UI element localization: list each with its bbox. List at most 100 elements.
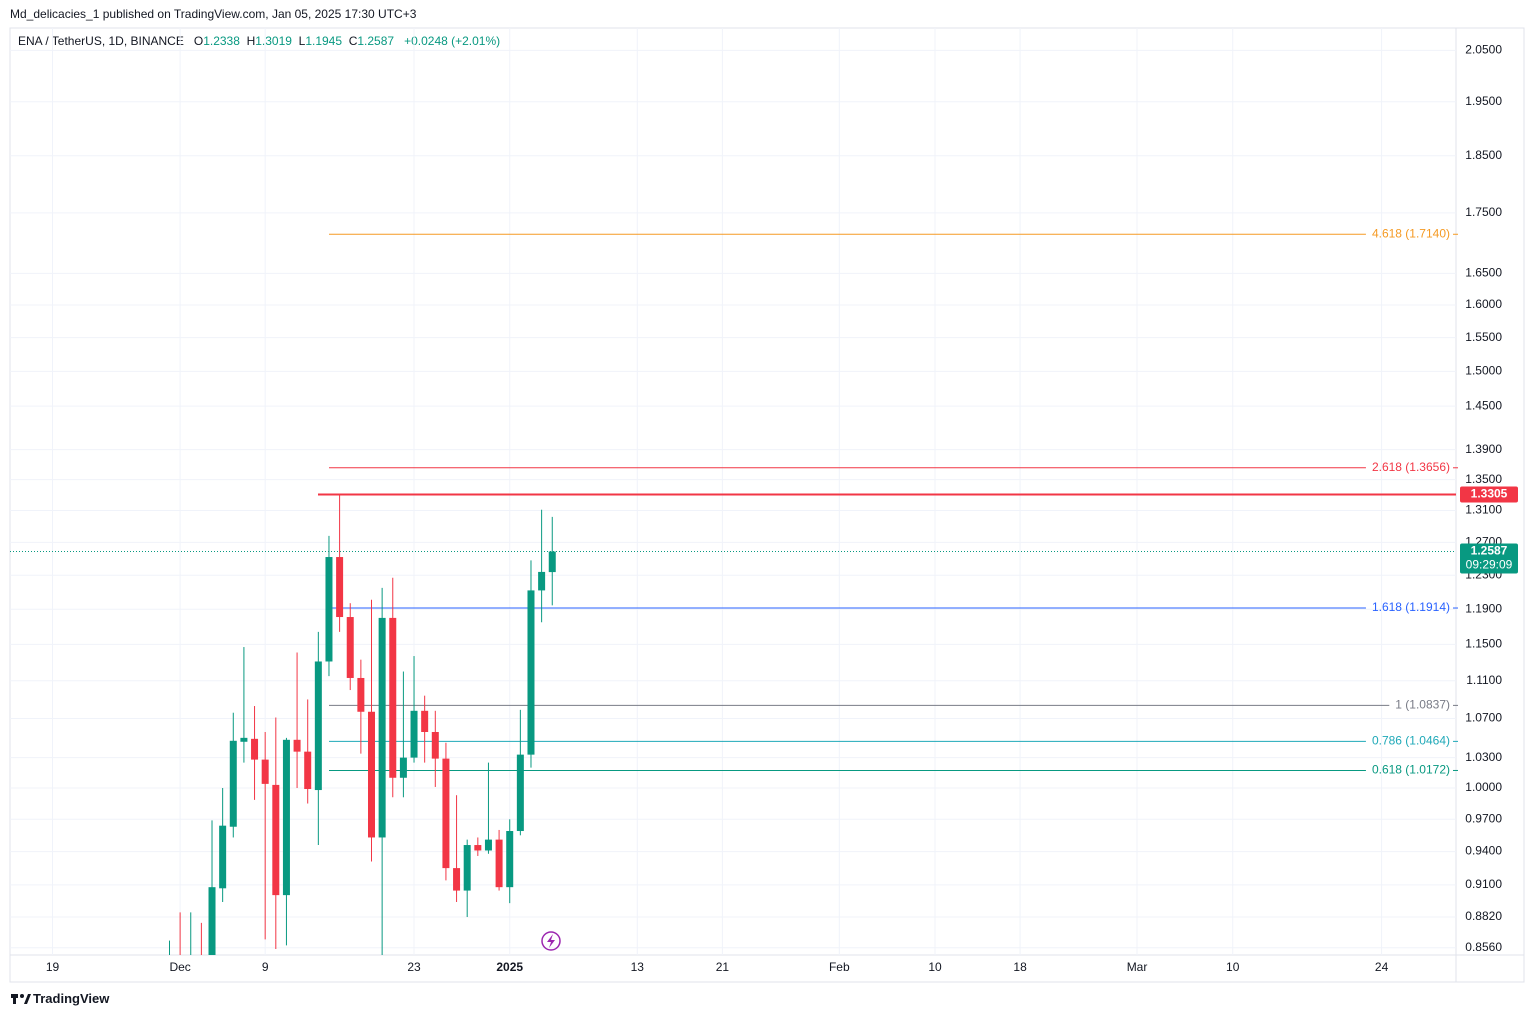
y-tick-label: 1.1500 — [1465, 637, 1502, 651]
y-tick-label: 1.5500 — [1465, 330, 1502, 344]
candle-body — [336, 557, 344, 618]
candle-body — [251, 738, 259, 760]
footer-brand: TradingView — [33, 991, 110, 1006]
ohlc-value: 1.2587 — [357, 34, 395, 48]
y-tick-label: 1.3100 — [1465, 503, 1502, 517]
candle-body — [495, 839, 503, 888]
ohlc-value: 1.1945 — [305, 34, 343, 48]
x-tick-label: 10 — [928, 960, 942, 974]
change: +0.0248 (+2.01%) — [404, 34, 501, 48]
y-tick-label: 0.8560 — [1465, 940, 1502, 954]
candle-body — [463, 845, 471, 891]
candle-body — [368, 711, 375, 838]
ohlc-label: O — [193, 34, 204, 48]
chart-frame — [9, 27, 1525, 983]
y-tick-label: 1.1100 — [1466, 673, 1502, 687]
candle-body — [421, 710, 429, 732]
ohlc-legend: O1.2338 H1.3019 L1.1945 C1.2587 — [194, 34, 401, 48]
y-tick-label: 1.6500 — [1465, 266, 1502, 280]
candle-body — [282, 739, 290, 896]
plot-area — [10, 233, 1456, 979]
y-tick-label: 0.9700 — [1465, 811, 1502, 825]
candle-body — [389, 617, 397, 778]
candle-body — [229, 740, 237, 827]
y-tick-label: 0.9100 — [1465, 877, 1502, 891]
y-tick-label: 1.8500 — [1465, 148, 1502, 162]
x-tick-label: 23 — [407, 960, 421, 974]
x-tick-label: 2025 — [496, 960, 523, 974]
candle-body — [538, 571, 546, 591]
x-tick-label: Dec — [169, 960, 190, 974]
symbol-header: ENA / TetherUS, 1D, BINANCE O1.2338 H1.3… — [18, 34, 500, 48]
y-tick-label: 1.6000 — [1465, 297, 1502, 311]
x-tick-label: 24 — [1375, 960, 1389, 974]
y-tick-label: 1.1900 — [1465, 601, 1502, 615]
ohlc-label: L — [298, 34, 306, 48]
candle-body — [272, 784, 280, 896]
candle-body — [399, 757, 407, 778]
candle-body — [410, 710, 418, 758]
y-tick-label: 1.4500 — [1465, 398, 1502, 412]
ohlc-value: 1.2338 — [203, 34, 240, 48]
event-icon-bolt — [547, 934, 555, 948]
level-label: 0.618 (1.0172) — [1372, 763, 1450, 777]
countdown: 09:29:09 — [1466, 558, 1513, 572]
candle-body — [219, 825, 227, 889]
y-tick-label: 1.7500 — [1465, 205, 1502, 219]
last-price-tag — [1460, 543, 1518, 574]
candle-body — [453, 868, 461, 891]
ohlc-label: C — [348, 34, 358, 48]
candle-body — [431, 731, 439, 759]
last-price-label: 1.2587 — [1471, 544, 1508, 558]
y-tick-label: 1.3500 — [1465, 472, 1502, 486]
x-tick-label: 13 — [631, 960, 645, 974]
level-label: 1 (1.0837) — [1395, 698, 1450, 712]
candle-body — [516, 754, 524, 832]
x-tick-label: 18 — [1013, 960, 1027, 974]
x-tick-label: 9 — [262, 960, 269, 974]
candle-body — [208, 887, 216, 955]
price-line-tag — [1460, 486, 1518, 503]
candle-body — [346, 617, 354, 678]
candle-body — [198, 955, 205, 979]
y-tick-label: 0.9400 — [1465, 844, 1502, 858]
candle-body — [442, 758, 450, 869]
candle-body — [261, 759, 269, 784]
tradingview-logo — [11, 994, 31, 1004]
candle-body — [527, 590, 535, 755]
candle-body — [506, 831, 514, 888]
candle-body — [314, 661, 322, 791]
y-tick-label: 1.5000 — [1465, 363, 1502, 377]
event-icon[interactable] — [541, 931, 561, 951]
y-tick-label: 2.0500 — [1465, 42, 1502, 56]
ohlc-value: 1.3019 — [255, 34, 292, 48]
y-tick-label: 1.0300 — [1465, 750, 1502, 764]
y-tick-label: 1.9500 — [1465, 94, 1502, 108]
x-tick-label: 10 — [1226, 960, 1240, 974]
candle-body — [474, 845, 482, 851]
x-tick-label: 19 — [46, 960, 60, 974]
grid — [10, 28, 1456, 955]
candle-body — [325, 557, 333, 662]
axes: 2.0500 1.9500 1.8500 1.7500 1.6500 1.6000 1.55… — [46, 42, 1518, 974]
publisher-line: Md_delicacies_1 published on TradingView… — [10, 7, 417, 21]
x-tick-label: 21 — [716, 960, 730, 974]
price-line-label: 1.3305 — [1471, 487, 1508, 501]
candle-body — [548, 551, 556, 573]
ohlc-label: H — [246, 34, 256, 48]
level-label: 1.618 (1.1914) — [1372, 600, 1450, 614]
x-tick-label: Feb — [829, 960, 850, 974]
symbol-title: ENA / TetherUS, 1D, BINANCE — [18, 34, 184, 48]
candle-body — [304, 751, 312, 790]
y-tick-label: 1.3900 — [1465, 442, 1502, 456]
candle-body — [378, 617, 386, 838]
level-label: 4.618 (1.7140) — [1372, 226, 1450, 240]
y-tick-label: 0.8820 — [1465, 909, 1502, 923]
candle-body — [240, 737, 248, 742]
level-label: 2.618 (1.3656) — [1372, 460, 1450, 474]
y-tick-label: 1.0700 — [1465, 711, 1502, 725]
candle-body — [293, 739, 301, 752]
y-tick-label: 1.0000 — [1465, 780, 1502, 794]
